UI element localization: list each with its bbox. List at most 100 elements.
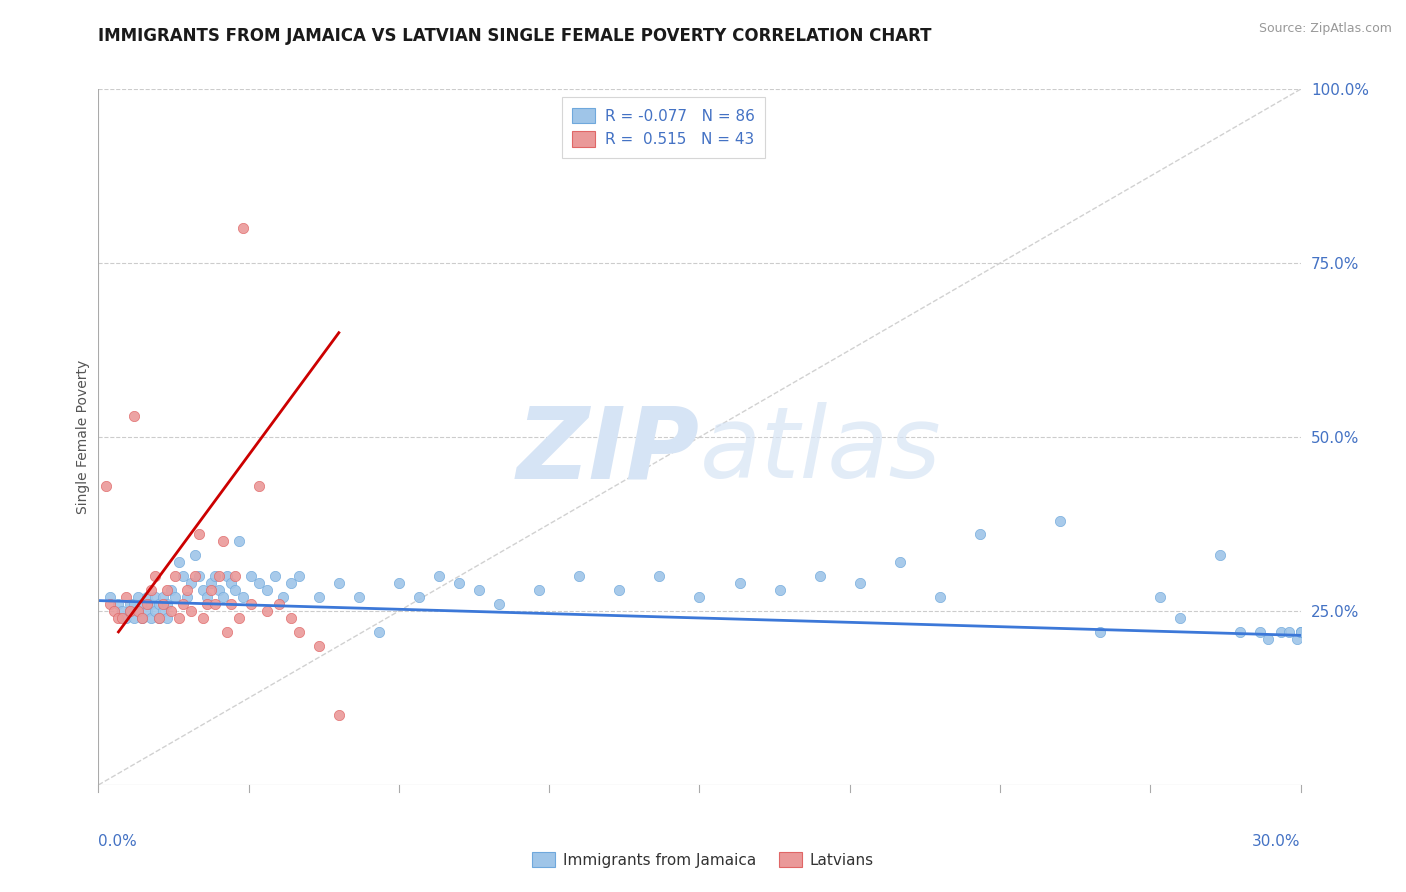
Text: Source: ZipAtlas.com: Source: ZipAtlas.com <box>1258 22 1392 36</box>
Point <box>143 569 166 583</box>
Point <box>447 576 470 591</box>
Point <box>215 569 238 583</box>
Point <box>280 611 302 625</box>
Point <box>808 569 831 583</box>
Point <box>143 604 166 618</box>
Point <box>128 590 150 604</box>
Point <box>849 576 872 591</box>
Text: ZIP: ZIP <box>516 402 700 500</box>
Point <box>139 611 162 625</box>
Point <box>1277 624 1299 639</box>
Point <box>211 590 233 604</box>
Text: 30.0%: 30.0% <box>1253 834 1301 848</box>
Point <box>388 576 411 591</box>
Point <box>1049 514 1071 528</box>
Point <box>232 590 254 604</box>
Point <box>215 624 238 639</box>
Point <box>120 604 142 618</box>
Point <box>139 583 162 598</box>
Point <box>135 597 157 611</box>
Point <box>224 569 246 583</box>
Point <box>200 576 222 591</box>
Point <box>96 479 118 493</box>
Point <box>152 604 174 618</box>
Point <box>1257 632 1279 646</box>
Point <box>208 583 231 598</box>
Point <box>128 604 150 618</box>
Point <box>103 604 125 618</box>
Point <box>1270 624 1292 639</box>
Point <box>1285 632 1308 646</box>
Point <box>889 555 911 569</box>
Point <box>280 576 302 591</box>
Point <box>408 590 430 604</box>
Point <box>187 527 209 541</box>
Point <box>124 597 146 611</box>
Point <box>247 576 270 591</box>
Text: 0.0%: 0.0% <box>98 834 138 848</box>
Point <box>143 590 166 604</box>
Point <box>183 569 205 583</box>
Point <box>155 597 177 611</box>
Point <box>135 604 157 618</box>
Point <box>172 569 194 583</box>
Point <box>183 549 205 563</box>
Point <box>769 583 792 598</box>
Text: atlas: atlas <box>700 402 941 500</box>
Point <box>568 569 591 583</box>
Point <box>1170 611 1192 625</box>
Point <box>131 611 153 625</box>
Point <box>208 569 231 583</box>
Point <box>1250 624 1272 639</box>
Point <box>120 597 142 611</box>
Point <box>308 639 330 653</box>
Point <box>131 597 153 611</box>
Point <box>347 590 370 604</box>
Point <box>689 590 711 604</box>
Point <box>176 583 198 598</box>
Point <box>228 534 250 549</box>
Point <box>427 569 450 583</box>
Point <box>239 569 262 583</box>
Point <box>328 708 350 723</box>
Point <box>191 611 214 625</box>
Point <box>187 569 209 583</box>
Point <box>191 583 214 598</box>
Point <box>468 583 491 598</box>
Point <box>232 221 254 235</box>
Point <box>263 569 285 583</box>
Point <box>131 611 153 625</box>
Point <box>107 597 129 611</box>
Point <box>120 604 142 618</box>
Point <box>529 583 551 598</box>
Point <box>1289 624 1312 639</box>
Point <box>256 583 278 598</box>
Point <box>100 590 122 604</box>
Point <box>609 583 631 598</box>
Point <box>148 597 170 611</box>
Point <box>111 611 134 625</box>
Point <box>219 576 242 591</box>
Point <box>135 590 157 604</box>
Point <box>488 597 510 611</box>
Point <box>224 583 246 598</box>
Point <box>128 604 150 618</box>
Point <box>247 479 270 493</box>
Point <box>368 624 391 639</box>
Point <box>167 555 190 569</box>
Point <box>152 597 174 611</box>
Point <box>271 590 294 604</box>
Point <box>267 597 290 611</box>
Point <box>111 604 134 618</box>
Point <box>929 590 952 604</box>
Legend: Immigrants from Jamaica, Latvians: Immigrants from Jamaica, Latvians <box>524 844 882 875</box>
Point <box>115 611 138 625</box>
Point <box>728 576 751 591</box>
Point <box>328 576 350 591</box>
Point <box>195 597 218 611</box>
Point <box>228 611 250 625</box>
Point <box>148 611 170 625</box>
Point <box>1088 624 1111 639</box>
Point <box>1209 549 1232 563</box>
Point <box>1289 624 1312 639</box>
